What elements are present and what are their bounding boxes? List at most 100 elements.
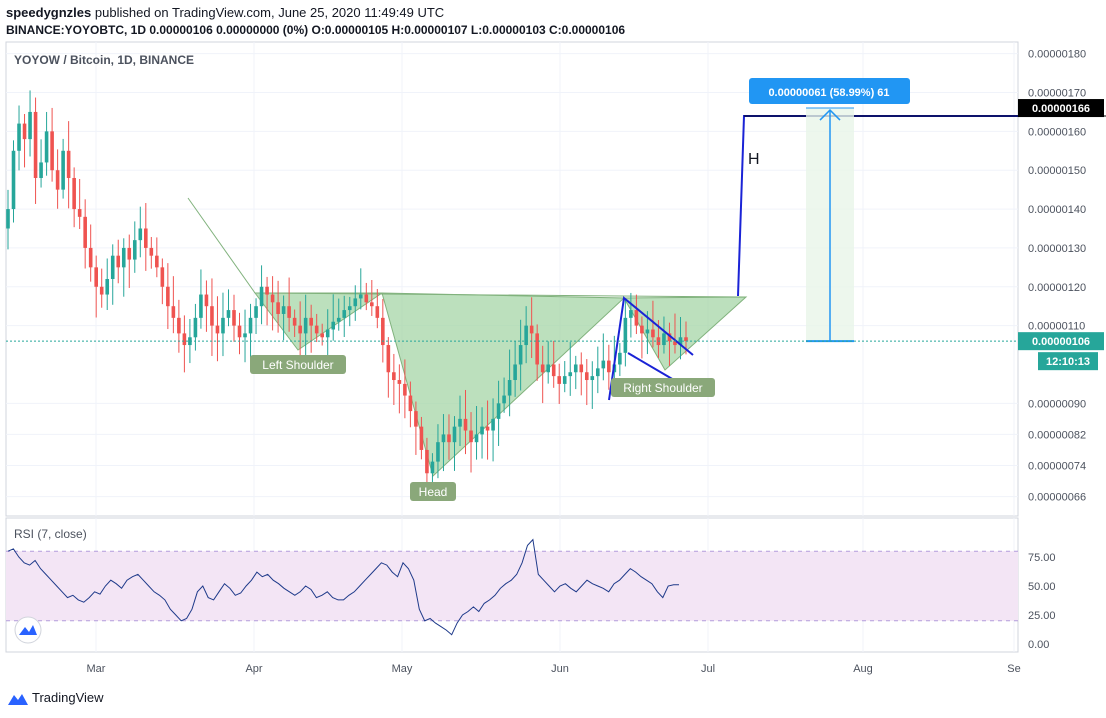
candle-body [540,364,545,373]
candle-body [320,333,324,338]
candle-body [55,170,60,190]
candle-body [375,306,380,318]
candle-body [166,286,170,307]
candle-body [419,426,424,450]
tradingview-watermark-icon [14,616,42,644]
candle-body [629,310,633,318]
target-price-value: 0.00000166 [1032,103,1090,115]
publish-date: published on TradingView.com, June 25, 2… [94,5,445,20]
x-tick-label: Jun [551,663,569,675]
candle-body [579,364,584,373]
x-tick-label: May [392,663,413,675]
target-price-tag [1018,99,1104,118]
candle-body [370,302,374,307]
h-label: H [748,151,760,168]
candle-body [618,352,622,365]
candle-body [149,247,154,256]
rsi-tick-label: 25.00 [1028,610,1056,622]
candle-body [99,286,104,295]
main-pane[interactable] [5,41,1019,517]
footer-brand[interactable]: TradingView [32,690,104,705]
candle-body [667,333,672,342]
candle-body [584,372,589,381]
candle-body [83,216,87,248]
candle-body [292,317,297,326]
rsi-tick-label: 50.00 [1028,581,1056,593]
left-shoulder-label-box [250,355,346,374]
candle-body [276,302,280,314]
candle-body [210,306,214,326]
publish-info: speedygnzles published on TradingView.co… [6,5,444,20]
candle-body [265,286,269,295]
candle-body [607,360,611,373]
candle-body [155,255,159,268]
candle-body [662,333,666,346]
candle-body [535,333,539,365]
candle-body [347,306,352,311]
head-label-box [410,482,456,501]
candle-body [364,294,369,303]
watermark-circle [14,616,42,644]
candle-body [11,150,16,210]
candle-body [33,111,38,178]
y-tick-label: 0.00000082 [1028,429,1086,441]
right-shoulder-label-box [611,378,715,397]
right-shoulder-label: Right Shoulder [623,381,702,395]
tradingview-logo-icon [8,693,28,705]
candle-body [248,317,253,334]
candle-body [188,337,192,346]
candle-body [171,306,176,318]
head-label: Head [419,485,448,499]
candle-body [243,333,247,338]
candle-body [66,150,71,178]
candle-body [458,418,462,427]
candle-body [50,131,54,171]
candle-body [182,333,187,346]
candle-body [110,255,115,279]
candle-body [160,267,165,287]
last-price-value: 0.00000106 [1032,336,1090,348]
candle-body [425,449,429,474]
candle-body [485,426,490,431]
neckline [254,292,747,298]
head-triangle [381,292,626,477]
y-tick-label: 0.00000130 [1028,243,1086,255]
candle-body [281,306,286,314]
candle-body [358,294,363,299]
candle-body [601,360,606,369]
candle-body [551,364,556,377]
candle-body [507,380,512,396]
x-tick-label: Mar [87,663,106,675]
candle-body [127,247,132,260]
candle-body [77,209,82,217]
y-tick-label: 0.00000180 [1028,49,1086,61]
x-tick-label: Jul [701,663,715,675]
candle-body [88,247,93,268]
measure-label: 0.00000061 (58.99%) 61 [768,87,889,99]
candle-body [441,434,446,443]
watermark-shape [19,625,37,635]
candle-body [502,395,506,404]
y-tick-label: 0.00000170 [1028,88,1086,100]
flag-upper-line [608,296,694,401]
candle-body [314,325,319,334]
right-shoulder-triangle [623,296,748,371]
candle-body [430,461,435,474]
candle-body [408,395,413,412]
candle-body [303,317,308,334]
candle-body [72,177,76,210]
author-name[interactable]: speedygnzles [6,5,92,20]
candle-body [221,317,225,334]
candle-body [193,317,198,338]
candle-body [496,403,501,419]
candle-body [640,325,644,334]
candle-body [447,434,451,443]
candle-body [469,430,473,443]
rsi-band [6,551,1018,621]
x-tick-label: Aug [853,663,873,675]
candle-body [392,372,396,381]
footer: TradingView [8,690,104,705]
candle-body [397,380,402,384]
countdown-tag [1038,352,1098,371]
